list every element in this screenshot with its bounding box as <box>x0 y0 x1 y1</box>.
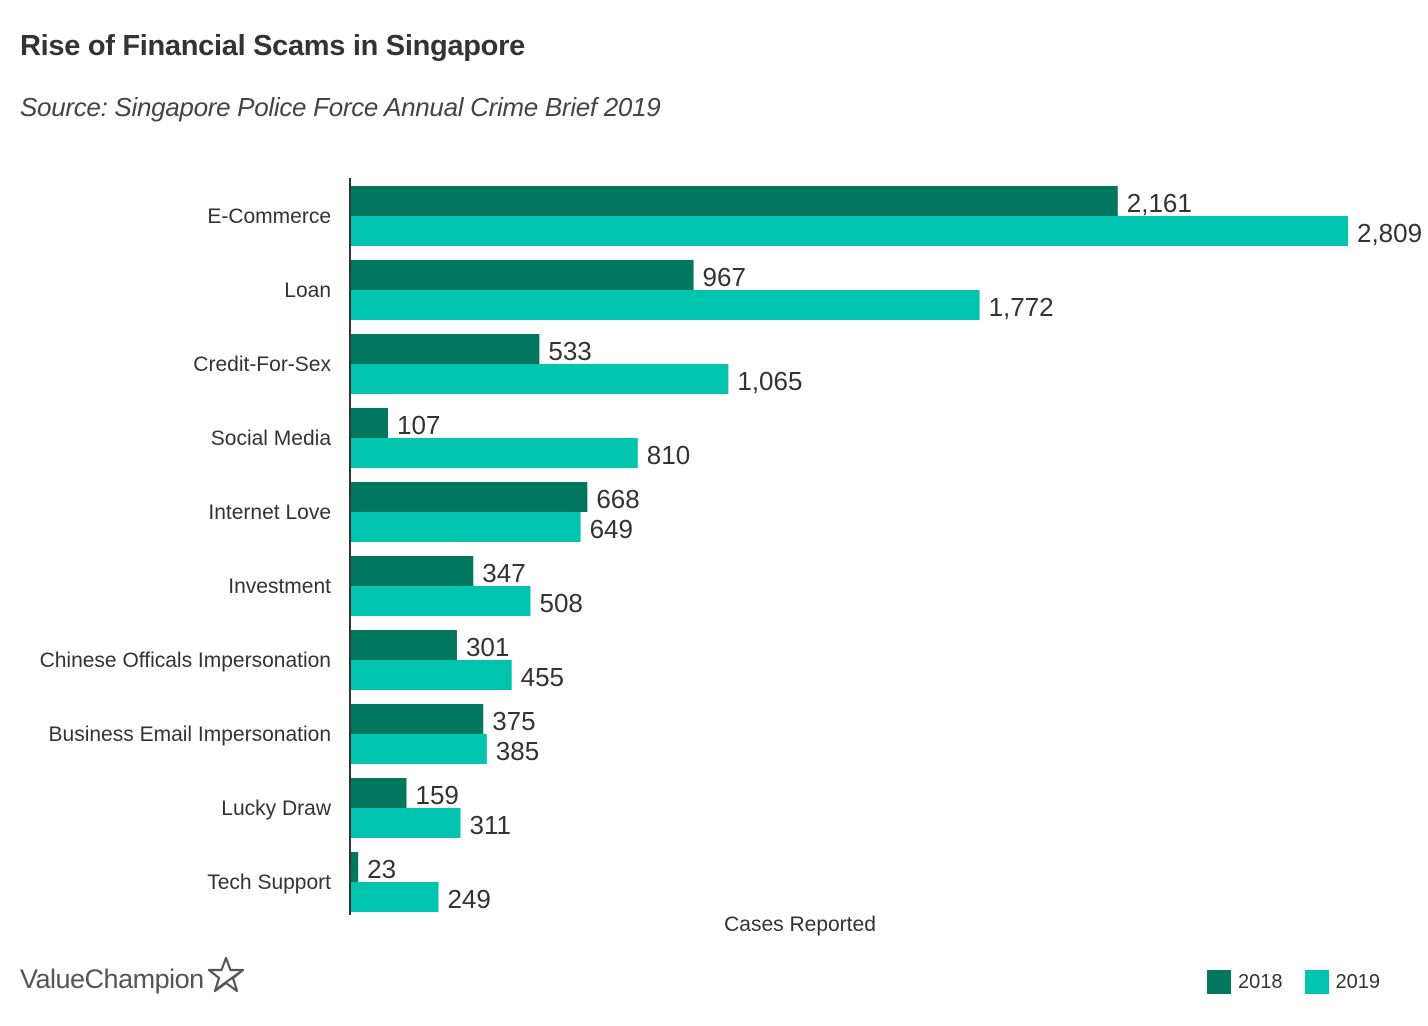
bar-loan-2019 <box>350 290 980 320</box>
value-label-lucky-draw-2019: 311 <box>469 810 510 840</box>
bar-e-commerce-2019 <box>350 216 1348 246</box>
value-label-internet-love-2018: 668 <box>596 484 639 514</box>
value-label-e-commerce-2019: 2,809 <box>1357 218 1422 248</box>
legend-swatch-2018 <box>1207 970 1231 994</box>
value-label-investment-2019: 508 <box>539 588 582 618</box>
bar-social-media-2018 <box>350 408 389 438</box>
category-label-tech-support: Tech Support <box>207 871 331 894</box>
category-label-credit-for-sex: Credit-For-Sex <box>193 353 331 376</box>
bar-lucky-draw-2018 <box>350 778 407 808</box>
x-axis-title: Cases Reported <box>724 913 876 936</box>
value-label-loan-2019: 1,772 <box>989 292 1054 322</box>
value-label-credit-for-sex-2019: 1,065 <box>737 366 802 396</box>
value-label-credit-for-sex-2018: 533 <box>548 336 591 366</box>
bar-loan-2018 <box>350 260 694 290</box>
value-label-tech-support-2018: 23 <box>367 854 396 884</box>
legend: 2018 2019 <box>1207 970 1380 994</box>
value-label-tech-support-2019: 249 <box>447 884 490 914</box>
legend-label-2019: 2019 <box>1335 970 1381 993</box>
bar-chinese-officals-impersonation-2019 <box>350 660 512 690</box>
category-label-e-commerce: E-Commerce <box>207 205 331 228</box>
value-label-social-media-2018: 107 <box>397 410 440 440</box>
labels-layer: E-Commerce 2,161 2,809 Loan 967 1,772 Credit-F… <box>40 188 1423 914</box>
bar-internet-love-2019 <box>350 512 581 542</box>
category-label-lucky-draw: Lucky Draw <box>221 797 332 820</box>
bar-internet-love-2018 <box>350 482 588 512</box>
value-label-business-email-impersonation-2018: 375 <box>492 706 535 736</box>
chart-subtitle: Source: Singapore Police Force Annual Cr… <box>20 92 661 122</box>
valuechampion-logo: ValueChampion <box>20 956 246 995</box>
category-label-social-media: Social Media <box>211 427 332 450</box>
value-label-investment-2018: 347 <box>482 558 525 588</box>
bar-business-email-impersonation-2019 <box>350 734 487 764</box>
category-label-investment: Investment <box>228 575 331 598</box>
legend-item-2018: 2018 <box>1207 970 1283 994</box>
bar-tech-support-2018 <box>350 852 359 882</box>
legend-label-2018: 2018 <box>1238 970 1283 993</box>
value-label-chinese-officals-impersonation-2018: 301 <box>466 632 509 662</box>
bar-e-commerce-2018 <box>350 186 1118 216</box>
value-label-loan-2018: 967 <box>703 262 746 292</box>
bar-investment-2019 <box>350 586 531 616</box>
value-label-lucky-draw-2018: 159 <box>415 780 458 810</box>
bar-tech-support-2019 <box>350 882 439 912</box>
legend-swatch-2019 <box>1304 970 1329 994</box>
category-label-internet-love: Internet Love <box>208 501 331 524</box>
chart-title: Rise of Financial Scams in Singapore <box>20 30 525 62</box>
star-icon <box>207 956 244 993</box>
value-label-business-email-impersonation-2019: 385 <box>496 736 539 766</box>
bar-credit-for-sex-2019 <box>350 364 729 394</box>
bars-layer <box>350 186 1348 912</box>
bar-chinese-officals-impersonation-2018 <box>350 630 457 660</box>
value-label-internet-love-2019: 649 <box>590 514 633 544</box>
value-label-e-commerce-2018: 2,161 <box>1127 188 1192 218</box>
category-label-loan: Loan <box>284 279 331 302</box>
bar-investment-2018 <box>350 556 474 586</box>
category-label-business-email-impersonation: Business Email Impersonation <box>49 723 331 746</box>
bar-lucky-draw-2019 <box>350 808 461 838</box>
logo-text: ValueChampion <box>20 963 204 994</box>
legend-item-2019: 2019 <box>1304 970 1381 994</box>
bar-social-media-2019 <box>350 438 638 468</box>
value-label-social-media-2019: 810 <box>647 440 690 470</box>
bar-business-email-impersonation-2018 <box>350 704 484 734</box>
bar-credit-for-sex-2018 <box>350 334 540 364</box>
value-label-chinese-officals-impersonation-2019: 455 <box>521 662 564 692</box>
bar-chart: E-Commerce 2,161 2,809 Loan 967 1,772 Credit-F… <box>40 178 1423 936</box>
category-label-chinese-officals-impersonation: Chinese Officals Impersonation <box>40 649 331 672</box>
